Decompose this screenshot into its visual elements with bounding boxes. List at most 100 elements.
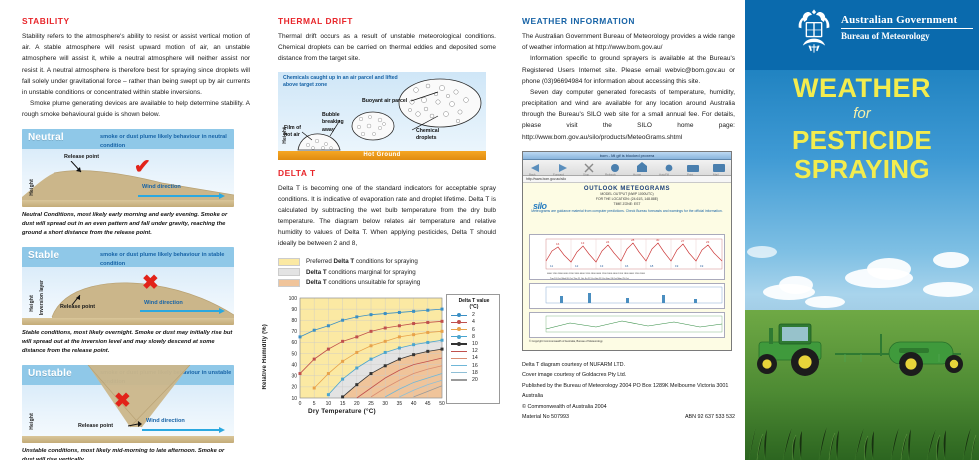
chart-legend-row-14: 14 (451, 355, 497, 361)
silo-logo: silo (533, 200, 547, 211)
legend-swatch-preferred (278, 257, 300, 266)
credit-line-3: Published by the Bureau of Meteorology 2… (522, 382, 729, 400)
svg-text:24: 24 (606, 240, 610, 244)
svg-text:16: 16 (556, 242, 560, 246)
weather-heading: WEATHER INFORMATION (522, 16, 635, 26)
silo-toolbar[interactable]: Back Forward Stop Refresh Home AutoFill Prin… (523, 159, 731, 176)
unstable-ground (22, 436, 234, 444)
chart-legend-line-4 (451, 320, 467, 325)
svg-text:0600 1200 1800 0600 1200 1800: 0600 1200 1800 0600 1200 1800 0600 1200 … (547, 273, 646, 275)
chart-x-axis-label: Dry Temperature (°C) (308, 407, 376, 415)
svg-text:15: 15 (340, 401, 346, 407)
svg-text:12: 12 (575, 264, 579, 268)
svg-text:16: 16 (625, 264, 629, 268)
gov-line-2: Bureau of Meteorology (841, 31, 930, 41)
unstable-axis-y: Height (29, 412, 35, 430)
svg-text:28: 28 (631, 238, 635, 242)
svg-text:45: 45 (425, 401, 431, 407)
legend-label-marginal: Delta T conditions marginal for spraying (306, 269, 416, 276)
silo-screenshot[interactable]: bom - Mi gif is blocked proxera (522, 150, 732, 351)
deltat-heading: DELTA T (278, 167, 316, 178)
hot-ground-band: Hot Ground (278, 150, 486, 160)
silo-page-sub3: TIME ZONE: EST (613, 201, 641, 206)
silo-chart-precipitation (529, 283, 725, 310)
svg-text:60: 60 (291, 340, 297, 346)
commonwealth-crest-icon (798, 9, 830, 53)
svg-text:23: 23 (706, 240, 710, 244)
chart-legend-line-12 (451, 350, 467, 352)
svg-text:35: 35 (397, 401, 403, 407)
chart-canvas: 0 5 10 15 20 25 30 35 40 45 50 10 20 30 40 50 60 70 80 90 10… (289, 295, 445, 407)
svg-text:Forward: Forward (553, 172, 564, 176)
svg-text:40: 40 (411, 401, 417, 407)
thermal-drift-diagram: Chemicals caught up in an air parcel and… (278, 71, 486, 160)
svg-text:Print: Print (687, 172, 693, 176)
svg-text:13: 13 (581, 241, 585, 245)
svg-text:25: 25 (368, 401, 374, 407)
credit-line-4: © Commonwealth of Australia 2004 (522, 403, 607, 410)
neutral-wind-label: Wind direction (142, 184, 181, 191)
chart-legend-key: Delta T value (°C) 2 4 6 8 10 12 14 16 18 20 (446, 293, 500, 404)
deltat-body: Delta T is becoming one of the standard … (278, 183, 496, 250)
column-stability: STABILITY Stability refers to the atmosp… (22, 0, 250, 460)
unstable-wind-arrow-icon (142, 427, 225, 434)
chart-legend-line-2 (451, 312, 467, 317)
chart-legend-line-10 (451, 341, 467, 346)
thermal-caption: Chemicals caught up in an air parcel and… (283, 74, 398, 89)
stable-plume-shape (51, 282, 234, 320)
material-number: Material No 507993 (522, 414, 570, 421)
legend-item-marginal: Delta T conditions marginal for spraying (278, 268, 496, 277)
diagram-stable-title: Stable (28, 250, 60, 262)
chart-legend-value-14: 14 (472, 355, 478, 362)
legend-suf-2: conditions unsuitable for spraying (326, 279, 421, 287)
chart-legend-value-6: 6 (472, 326, 475, 333)
chart-legend-value-8: 8 (472, 333, 475, 340)
cover-title-line-4: SPRAYING (794, 154, 930, 185)
chart-legend-value-10: 10 (472, 340, 478, 347)
cloud-5 (923, 282, 973, 297)
legend-suf-0: conditions for spraying (354, 258, 418, 266)
diagram-unstable-note: Unstable conditions, most likely mid-mor… (22, 448, 225, 460)
large-air-parcel-shape (398, 78, 482, 127)
chart-legend-value-16: 16 (472, 362, 478, 369)
diagram-neutral-note: Neutral Conditions, most likely early mo… (22, 212, 228, 237)
svg-text:18: 18 (650, 264, 654, 268)
silo-page-body: OUTLOOK METEOGRAMS MODEL OUTPUT (NWP 100… (523, 182, 731, 350)
svg-text:Back: Back (529, 172, 536, 176)
chart-legend-line-8 (451, 334, 467, 339)
stable-axis-y2: Inversion layer (39, 280, 45, 316)
cover-title-line-1: WEATHER (793, 73, 931, 103)
chart-legend-value-20: 20 (472, 376, 478, 383)
stability-body: Stability refers to the atmosphere's abi… (22, 31, 250, 120)
deltat-paragraph: Delta T is becoming one of the standard … (278, 184, 496, 248)
neutral-release-pointer-icon (70, 161, 82, 173)
diagram-neutral-title: Neutral (28, 132, 64, 144)
deltat-chart: Relative Humidity (%) Dry Temperature (°… (262, 293, 500, 422)
svg-text:50: 50 (291, 351, 297, 357)
svg-text:30: 30 (382, 401, 388, 407)
cloud-4 (867, 258, 911, 280)
chart-legend-value-4: 4 (472, 319, 475, 326)
chart-legend-row-20: 20 (451, 377, 497, 383)
weather-paragraph-2: Information specific to ground sprayers … (522, 55, 735, 85)
silo-url-bar[interactable]: http://www.bom.gov.au/silo (523, 175, 731, 183)
unstable-release-pointer-icon (128, 421, 142, 428)
chart-legend-row-4: 4 (451, 319, 497, 325)
chart-legend-row-16: 16 (451, 363, 497, 369)
bubble-breaking-label: Bubble breaking away (322, 111, 344, 133)
legend-swatch-unsuitable (278, 278, 300, 287)
unstable-cross-icon: ✖ (114, 390, 131, 413)
legend-bold-2: Delta T (306, 279, 327, 287)
stability-heading: STABILITY (22, 16, 70, 26)
legend-swatch-marginal (278, 268, 300, 277)
stable-release-pointer-icon (71, 295, 81, 306)
abn-number: ABN 92 637 533 532 (684, 414, 735, 421)
silo-page-note: Meteograms are guidance material from co… (531, 209, 723, 214)
chart-legend-row-2: 2 (451, 312, 497, 318)
stability-paragraph-2: Smoke plume generating devices are avail… (22, 100, 250, 119)
silo-chart-2-canvas (545, 286, 723, 304)
chart-legend-row-8: 8 (451, 334, 497, 340)
chart-legend-row-18: 18 (451, 370, 497, 376)
svg-text:AutoFill: AutoFill (659, 172, 669, 176)
chart-legend-line-16 (451, 364, 467, 367)
